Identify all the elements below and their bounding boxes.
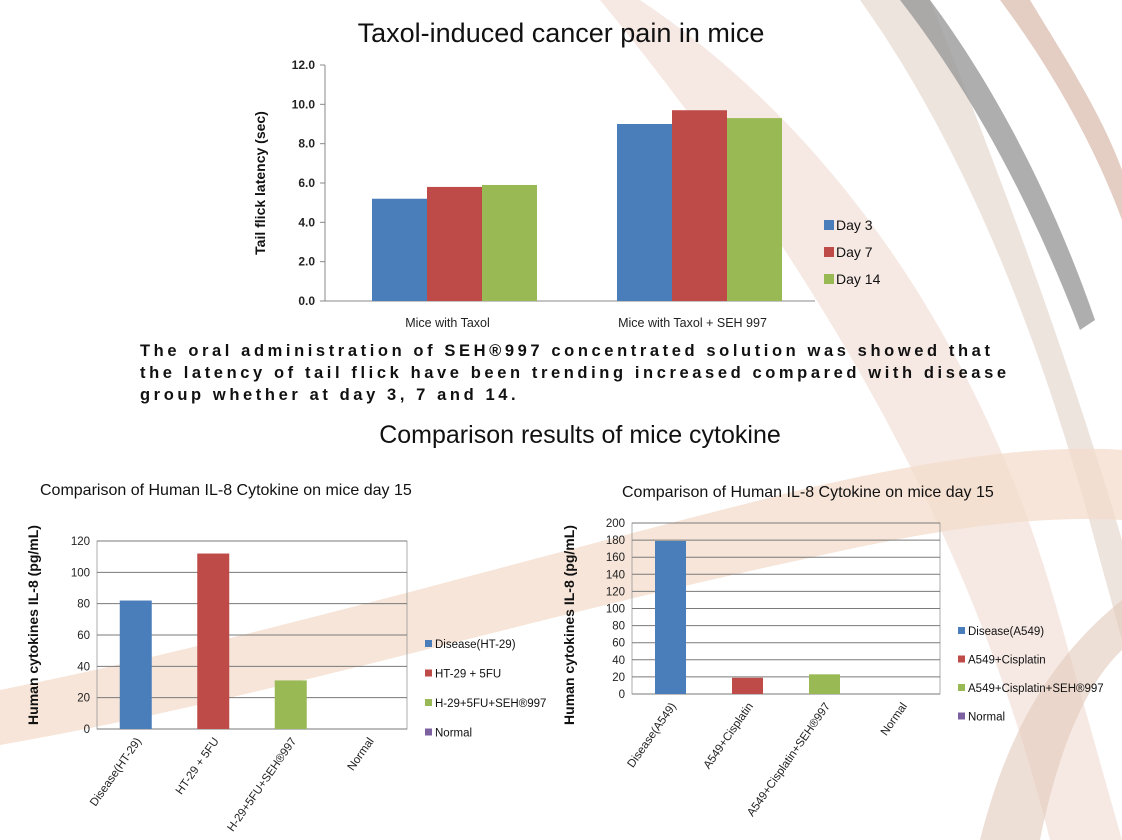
y-axis-label: Human cytokines IL-8 (pg/mL) [561,525,577,725]
y-tick-label: 100 [606,604,625,616]
bar [482,184,537,301]
legend-label: A549+Cisplatin+SEH®997 [968,683,1104,695]
y-tick-label: 60 [77,630,90,642]
x-tick-label: Normal [879,701,910,738]
legend-label: Disease(A549) [968,626,1044,638]
y-tick-label: 200 [606,518,625,530]
bar [274,680,307,729]
legend-swatch [824,274,834,284]
x-tick-label: Disease(A549) [625,701,679,770]
bar [119,600,152,729]
bar [197,553,230,729]
legend-swatch [958,712,965,720]
y-tick-label: 40 [77,661,90,673]
bar [672,110,727,301]
slide-title: Taxol-induced cancer pain in mice [357,18,765,48]
legend-swatch [425,699,432,706]
section-title: Comparison results of mice cytokine [379,421,781,449]
bar [617,124,672,301]
bar [655,540,686,694]
y-tick-label: 160 [606,552,625,564]
legend-swatch [425,728,432,736]
y-tick-label: 120 [71,536,90,548]
y-tick-label: 120 [606,586,625,598]
y-tick-label: 80 [612,621,625,633]
y-tick-label: 12.0 [292,58,316,72]
y-tick-label: 2.0 [298,255,315,269]
legend-swatch [824,247,834,257]
x-tick-label: Mice with Taxol [405,316,490,330]
x-tick-label: A549+Cisplatin [702,701,756,772]
y-tick-label: 80 [77,599,90,611]
legend-label: A549+Cisplatin [968,655,1046,667]
y-tick-label: 6.0 [298,176,315,190]
right-chart-title: Comparison of Human IL-8 Cytokine on mic… [622,484,994,501]
y-tick-label: 10.0 [292,97,316,111]
legend-swatch [958,655,965,663]
description-text: The oral administration of SEH®997 conce… [140,342,1010,404]
y-tick-label: 20 [612,672,625,684]
legend-label: Day 14 [836,271,881,287]
y-tick-label: 4.0 [298,215,315,229]
legend-label: Day 3 [836,217,873,233]
y-tick-label: 140 [606,569,625,581]
legend-swatch [425,640,432,647]
y-tick-label: 40 [612,655,625,667]
legend-label: Disease(HT-29) [435,639,516,651]
legend-swatch [958,627,965,634]
x-tick-label: A549+Cisplatin+SEH®997 [745,701,833,819]
bar [372,198,427,301]
legend-swatch [958,684,965,691]
x-tick-label: Mice with Taxol + SEH 997 [618,316,767,330]
legend-swatch [425,669,432,677]
y-tick-label: 60 [612,638,625,650]
legend-label: Normal [968,712,1005,724]
y-axis-label: Human cytokines IL-8 (pg/mL) [25,525,41,725]
y-tick-label: 0 [84,724,90,736]
bar [732,677,763,694]
y-tick-label: 20 [77,693,90,705]
legend-label: HT-29 + 5FU [435,669,501,681]
legend-swatch [824,220,834,230]
y-tick-label: 180 [606,535,625,547]
y-tick-label: 8.0 [298,137,315,151]
y-tick-label: 0 [619,689,625,701]
bar [809,674,840,694]
legend-label: Day 7 [836,244,873,260]
legend-label: H-29+5FU+SEH®997 [435,698,546,710]
bar [427,186,482,301]
y-tick-label: 0.0 [298,294,315,308]
bar [727,118,782,301]
legend-label: Normal [435,728,472,740]
y-tick-label: 100 [71,567,90,579]
left-chart-title: Comparison of Human IL-8 Cytokine on mic… [40,482,412,499]
y-axis-label: Tail flick latency (sec) [252,111,268,255]
